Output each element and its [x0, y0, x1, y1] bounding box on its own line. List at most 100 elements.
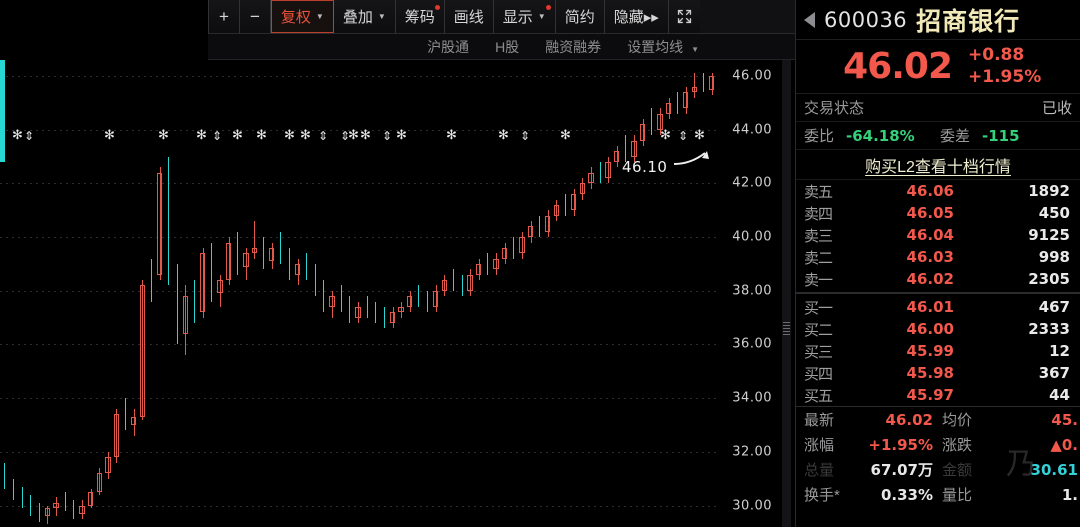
star-marker-icon[interactable]: ✻ — [446, 128, 457, 143]
star-marker-icon[interactable]: ✻ — [348, 128, 359, 143]
candle-wick — [444, 274, 445, 297]
candle-body — [579, 183, 585, 195]
ask-level-row[interactable]: 卖四 46.05 450 — [796, 202, 1080, 224]
candle-wick — [142, 280, 143, 420]
star-marker-icon[interactable]: ✻ — [256, 128, 267, 143]
fullscreen-button[interactable] — [668, 0, 700, 33]
candle-body — [113, 414, 120, 458]
star-marker-icon[interactable]: ✻ — [300, 128, 311, 143]
bid-level-price: 45.97 — [906, 386, 954, 404]
annotation-arrow-icon — [673, 151, 709, 165]
candlestick-plot[interactable]: ✻ ✻ ✻ ✻ ✻ ✻ ✻ ✻ ✻ ✻ ✻ ✻ ✻ ✻ ✻ ✻ ⇕ ⇕ ⇕ ⇕ ⇕ ⇕ ⇕ 46.10 — [0, 60, 716, 527]
candle-body — [493, 258, 499, 270]
star-marker-icon[interactable]: ✻ — [360, 128, 371, 143]
ask-level-row[interactable]: 卖三 46.04 9125 — [796, 224, 1080, 246]
candle-wick — [496, 253, 497, 275]
subbar-item-set-moving-average[interactable]: 设置均线 ▼ — [627, 37, 699, 57]
star-marker-icon[interactable]: ✻ — [232, 128, 243, 143]
star-marker-icon[interactable]: ✻ — [396, 128, 407, 143]
order-ratio-value: -64.18% — [846, 126, 915, 145]
subbar-item-h-shares[interactable]: H股 — [495, 37, 519, 57]
star-marker-icon[interactable]: ✻ — [660, 128, 671, 143]
zoom-out-button[interactable]: − — [239, 0, 271, 33]
star-marker-icon[interactable]: ✻ — [284, 128, 295, 143]
star-marker-icon[interactable]: ✻ — [560, 128, 571, 143]
ask-level-volume: 450 — [1038, 204, 1070, 222]
statistic-value-left: 0.33% — [880, 485, 933, 504]
bid-level-row[interactable]: 买三 45.99 12 — [796, 340, 1080, 362]
candle-wick — [643, 119, 644, 146]
subbar-item-margin-trading[interactable]: 融资融券 — [545, 37, 601, 57]
updown-arrow-marker-icon[interactable]: ⇕ — [24, 129, 35, 143]
panel-splitter[interactable] — [778, 60, 795, 527]
ask-level-label: 卖一 — [804, 271, 833, 289]
price-axis-tick: 30.00 — [732, 498, 772, 514]
ask-level-volume: 9125 — [1028, 226, 1070, 244]
bid-level-row[interactable]: 买二 46.00 2333 — [796, 318, 1080, 340]
chips-button[interactable]: 筹码 — [395, 0, 445, 33]
candle-wick — [203, 247, 204, 318]
grid-lines — [0, 60, 716, 527]
candle-wick — [65, 492, 66, 511]
candle-wick — [39, 502, 40, 522]
hide-button[interactable]: 隐藏▸▸ — [604, 0, 669, 33]
bid-level-row[interactable]: 买一 46.01 467 — [796, 296, 1080, 318]
candle-wick — [548, 210, 549, 238]
candle-body — [501, 247, 508, 259]
simple-view-button[interactable]: 简约 — [555, 0, 605, 33]
ask-level-volume: 2305 — [1028, 270, 1070, 288]
ask-level-row[interactable]: 卖五 46.06 1892 — [796, 180, 1080, 202]
draw-line-button[interactable]: 画线 — [444, 0, 494, 33]
hide-label: 隐藏▸▸ — [613, 9, 659, 26]
star-marker-icon[interactable]: ✻ — [104, 128, 115, 143]
adjust-price-button[interactable]: 复权 ▼ — [270, 0, 334, 33]
candle-body — [614, 151, 620, 162]
star-marker-icon[interactable]: ✻ — [158, 128, 169, 143]
chevron-down-icon: ▼ — [377, 11, 386, 21]
bid-level-row[interactable]: 买五 45.97 44 — [796, 384, 1080, 406]
buy-l2-link[interactable]: 购买L2查看十档行情 — [865, 158, 1011, 176]
candle-wick — [151, 258, 152, 302]
bid-level-label: 买五 — [804, 387, 833, 405]
display-button[interactable]: 显示 ▼ — [493, 0, 556, 33]
candle-body — [389, 312, 396, 324]
back-arrow-icon[interactable] — [804, 11, 815, 28]
updown-arrow-marker-icon[interactable]: ⇕ — [318, 129, 329, 143]
subbar-label: 沪股通 — [427, 38, 470, 55]
candle-body — [640, 124, 646, 141]
candle-wick — [315, 263, 316, 297]
subbar-label: H股 — [495, 38, 520, 55]
chevron-down-icon: ▼ — [691, 44, 699, 54]
star-marker-icon[interactable]: ✻ — [196, 128, 207, 143]
star-marker-icon[interactable]: ✻ — [12, 128, 23, 143]
candle-wick — [125, 398, 126, 431]
chart-subbar: 沪股通 H股 融资融券 设置均线 ▼ — [208, 34, 795, 60]
overlay-button[interactable]: 叠加 ▼ — [333, 0, 396, 33]
grid-line — [0, 76, 716, 78]
buy-l2-link-row[interactable]: 购买L2查看十档行情 — [796, 150, 1080, 180]
candle-wick — [341, 285, 342, 313]
statistic-value-left: 67.07万 — [870, 461, 933, 479]
candle-wick — [194, 280, 195, 324]
updown-arrow-marker-icon[interactable]: ⇕ — [382, 129, 393, 143]
bid-level-volume: 2333 — [1028, 320, 1070, 338]
updown-arrow-marker-icon[interactable]: ⇕ — [212, 129, 223, 143]
updown-arrow-marker-icon[interactable]: ⇕ — [340, 129, 351, 143]
statistic-value-right: 30.61 — [1030, 460, 1078, 479]
candle-wick — [565, 194, 566, 216]
candle-wick — [625, 135, 626, 162]
candle-wick — [479, 258, 480, 281]
candle-wick — [582, 178, 583, 200]
updown-arrow-marker-icon[interactable]: ⇕ — [520, 129, 531, 143]
ask-level-row[interactable]: 卖二 46.03 998 — [796, 246, 1080, 268]
candle-wick — [272, 242, 273, 270]
price-axis[interactable]: 46.00 44.00 42.00 40.00 38.00 36.00 34.00 32.00… — [716, 60, 778, 527]
updown-arrow-marker-icon[interactable]: ⇕ — [678, 129, 689, 143]
candle-body — [441, 280, 447, 291]
zoom-in-button[interactable]: + — [208, 0, 240, 33]
subbar-item-hk-connect[interactable]: 沪股通 — [427, 37, 469, 57]
ask-level-row[interactable]: 卖一 46.02 2305 — [796, 268, 1080, 290]
star-marker-icon[interactable]: ✻ — [498, 128, 509, 143]
bid-level-row[interactable]: 买四 45.98 367 — [796, 362, 1080, 384]
star-marker-icon[interactable]: ✻ — [694, 128, 705, 143]
